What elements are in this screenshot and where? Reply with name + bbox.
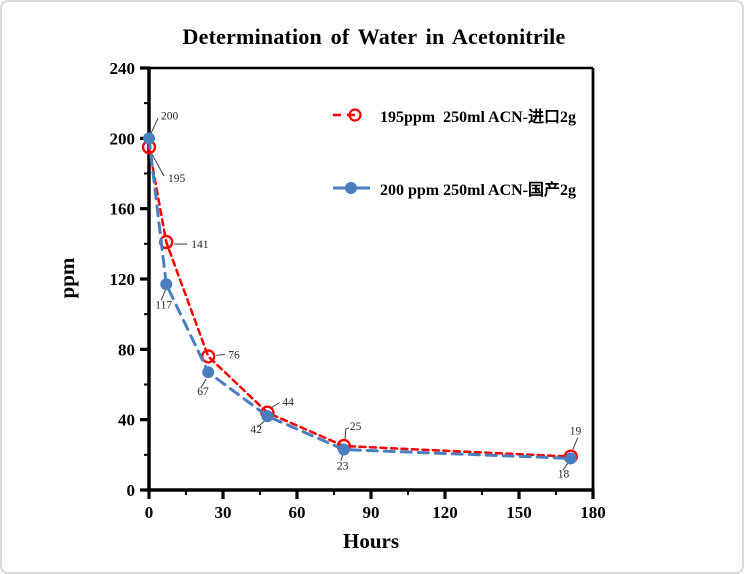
svg-text:195: 195 xyxy=(168,173,186,185)
legend-marker-open-circle-icon xyxy=(333,108,362,122)
svg-text:120: 120 xyxy=(432,503,458,522)
legend-item-imported: 195ppm 250ml ACN-进口2g xyxy=(332,106,577,126)
svg-text:42: 42 xyxy=(250,424,262,436)
y-axis-title: ppm xyxy=(55,257,79,299)
svg-text:180: 180 xyxy=(580,503,606,522)
svg-text:23: 23 xyxy=(337,461,349,473)
legend-label-domestic: 200 ppm 250ml ACN-国产2g xyxy=(380,182,577,199)
svg-text:150: 150 xyxy=(506,503,532,522)
svg-text:0: 0 xyxy=(145,503,154,522)
svg-text:60: 60 xyxy=(289,503,306,522)
svg-text:30: 30 xyxy=(215,503,232,522)
svg-text:120: 120 xyxy=(110,270,136,289)
x-axis-title: Hours xyxy=(342,529,399,553)
svg-text:0: 0 xyxy=(127,481,136,500)
svg-text:200: 200 xyxy=(161,110,179,122)
svg-text:18: 18 xyxy=(558,468,570,480)
legend: 195ppm 250ml ACN-进口2g 200 ppm 250ml ACN-… xyxy=(332,106,577,199)
svg-text:25: 25 xyxy=(350,421,362,433)
svg-text:141: 141 xyxy=(191,239,209,251)
svg-text:80: 80 xyxy=(118,340,135,359)
legend-item-domestic: 200 ppm 250ml ACN-国产2g xyxy=(332,179,577,199)
legend-label-imported: 195ppm 250ml ACN-进口2g xyxy=(380,109,577,126)
svg-text:200: 200 xyxy=(110,129,136,148)
svg-text:19: 19 xyxy=(570,426,582,438)
legend-marker-filled-circle-icon xyxy=(333,182,370,194)
svg-text:117: 117 xyxy=(155,299,172,311)
svg-text:90: 90 xyxy=(363,503,380,522)
svg-text:160: 160 xyxy=(110,200,136,219)
svg-text:76: 76 xyxy=(228,349,240,361)
svg-text:240: 240 xyxy=(110,59,136,78)
svg-text:44: 44 xyxy=(282,397,294,409)
svg-text:40: 40 xyxy=(118,411,135,430)
svg-text:67: 67 xyxy=(197,386,209,398)
chart-title: Determination of Water in Acetonitrile xyxy=(182,24,566,49)
